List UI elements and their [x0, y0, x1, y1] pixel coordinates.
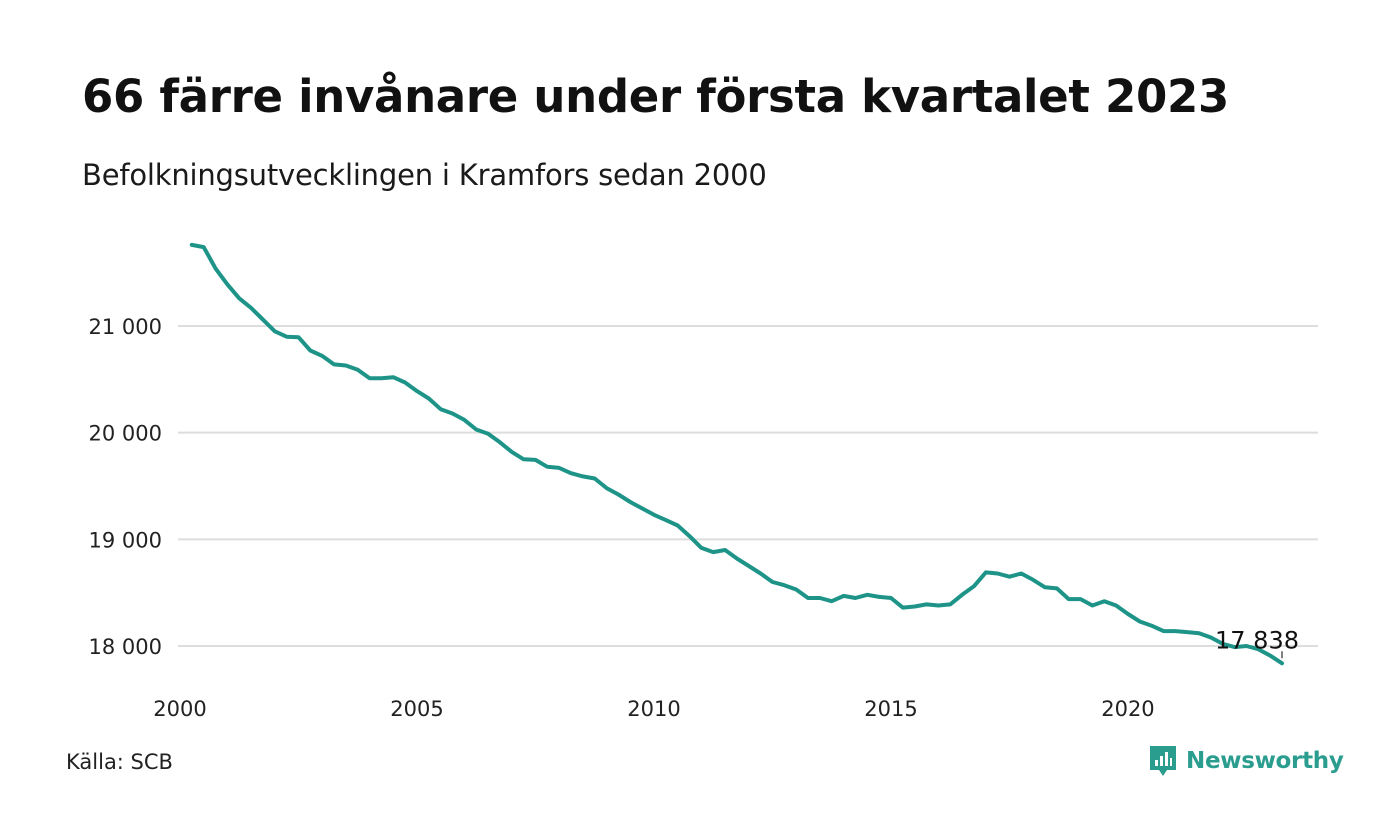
newsworthy-logo: Newsworthy	[1148, 744, 1344, 778]
source-note: Källa: SCB	[66, 750, 173, 774]
y-axis-tick-labels: 18 000 19 000 20 000 21 000	[89, 315, 162, 659]
y-tick-label-21000: 21 000	[89, 315, 162, 339]
x-tick-label-2000: 2000	[153, 697, 206, 721]
y-tick-label-19000: 19 000	[89, 528, 162, 552]
y-tick-label-20000: 20 000	[89, 422, 162, 446]
y-tick-label-18000: 18 000	[89, 635, 162, 659]
series-layer	[189, 242, 1284, 666]
chart-title: 66 färre invånare under första kvartalet…	[82, 70, 1229, 123]
newsworthy-logo-icon	[1150, 746, 1176, 776]
x-tick-label-2020: 2020	[1101, 697, 1154, 721]
x-axis-tick-labels: 2000 2005 2010 2015 2020	[153, 697, 1154, 721]
gridlines	[178, 325, 1318, 647]
chart-subtitle: Befolkningsutvecklingen i Kramfors sedan…	[82, 158, 767, 192]
x-tick-label-2005: 2005	[390, 697, 443, 721]
series-line-0	[189, 242, 1284, 666]
end-label-layer: 17 838	[1215, 626, 1299, 659]
x-tick-label-2010: 2010	[627, 697, 680, 721]
end-value-label: 17 838	[1215, 626, 1299, 654]
newsworthy-brand-name: Newsworthy	[1186, 748, 1344, 774]
x-tick-label-2015: 2015	[864, 697, 917, 721]
